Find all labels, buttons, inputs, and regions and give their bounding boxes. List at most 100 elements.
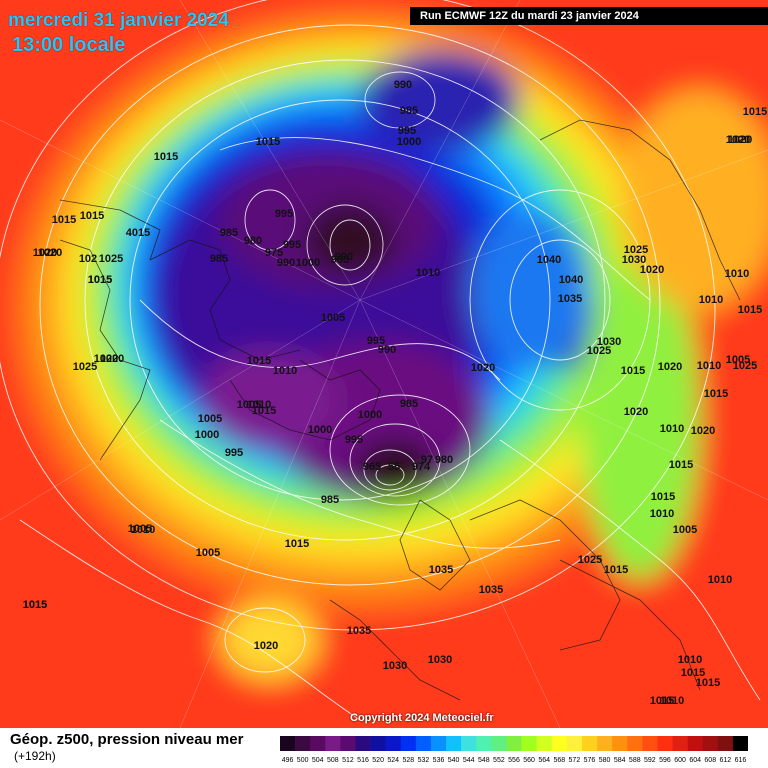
pressure-label: 985 xyxy=(210,253,228,265)
graticule xyxy=(0,0,768,728)
legend-subtitle: (+192h) xyxy=(14,749,56,763)
scale-swatch xyxy=(702,736,719,751)
pressure-label: 1015 xyxy=(252,405,276,417)
scale-tick-label: 556 xyxy=(508,757,520,764)
scale-swatch xyxy=(612,736,628,751)
pressure-label: 1000 xyxy=(296,257,320,269)
scale-tick-label: 516 xyxy=(357,757,369,764)
scale-tick-label: 564 xyxy=(538,757,550,764)
scale-tick-label: 528 xyxy=(402,757,414,764)
scale-tick-label: 572 xyxy=(569,757,581,764)
scale-tick-label: 508 xyxy=(327,757,339,764)
pressure-label: 1015 xyxy=(80,210,104,222)
pressure-label: 1030 xyxy=(597,336,621,348)
scale-swatch xyxy=(627,736,643,751)
pressure-label: 1025 xyxy=(99,253,123,265)
pressure-label: 985 xyxy=(321,494,339,506)
scale-swatch xyxy=(536,736,553,751)
pressure-label: 1020 xyxy=(100,353,124,365)
pressure-label: 1040 xyxy=(559,274,583,286)
pressure-label: 1025 xyxy=(733,360,757,372)
scale-swatch xyxy=(657,736,673,751)
scale-swatch xyxy=(385,736,402,751)
pressure-label: 1020 xyxy=(94,353,118,365)
pressure-label: 1010 xyxy=(247,399,271,411)
scale-tick-label: 612 xyxy=(720,757,732,764)
pressure-label: 1005 xyxy=(673,524,697,536)
pressure-label: 1015 xyxy=(743,106,767,118)
scale-tick-label: 588 xyxy=(629,757,641,764)
scale-tick-label: 604 xyxy=(689,757,701,764)
scale-tick-label: 524 xyxy=(387,757,399,764)
scale-tick-label: 504 xyxy=(312,757,324,764)
scale-swatch xyxy=(597,736,613,751)
scale-tick-label: 568 xyxy=(553,757,565,764)
pressure-label: 1025 xyxy=(578,554,602,566)
scale-swatch xyxy=(687,736,704,751)
pressure-label: 102 xyxy=(79,253,97,265)
pressure-label: 1015 xyxy=(669,459,693,471)
pressure-label: 1020 xyxy=(624,406,648,418)
pressure-label: 985 xyxy=(331,254,349,266)
pressure-label: 1015 xyxy=(738,304,762,316)
scale-tick-label: 584 xyxy=(614,757,626,764)
pressure-label: 1015 xyxy=(256,136,280,148)
pressure-label: 990 xyxy=(378,344,396,356)
pressure-label: 1010 xyxy=(650,508,674,520)
pressure-label: 1020 xyxy=(640,264,664,276)
pressure-label: 995 xyxy=(225,447,243,459)
pressure-label: 1035 xyxy=(429,564,453,576)
scale-swatch xyxy=(340,736,356,751)
pressure-label: 980 xyxy=(435,454,453,466)
pressure-label: 995 xyxy=(367,335,385,347)
scale-tick-label: 608 xyxy=(704,757,716,764)
pressure-label: 990 xyxy=(277,257,295,269)
pressure-label: 1000 xyxy=(397,136,421,148)
scale-swatch xyxy=(551,736,568,751)
pressure-label: 1000 xyxy=(358,409,382,421)
pressure-label: 1005 xyxy=(196,547,220,559)
scale-swatch xyxy=(310,736,326,751)
copyright-notice: Copyright 2024 Meteociel.fr xyxy=(350,712,494,724)
pressure-label: 1010 xyxy=(699,294,723,306)
pressure-label: 1005 xyxy=(726,354,750,366)
scale-swatch xyxy=(581,736,598,751)
pressure-label: 1025 xyxy=(73,361,97,373)
forecast-time: 13:00 locale xyxy=(12,34,126,56)
pressure-label: 980 xyxy=(244,235,262,247)
pressure-label: 990 xyxy=(394,79,412,91)
pressure-label: 1010 xyxy=(660,423,684,435)
pressure-label: 1010 xyxy=(660,695,684,707)
pressure-label: 1015 xyxy=(621,365,645,377)
pressure-label: 97 xyxy=(421,454,433,466)
scale-tick-label: 496 xyxy=(282,757,294,764)
pressure-label: 1000 xyxy=(195,429,219,441)
scale-tick-label: 552 xyxy=(493,757,505,764)
scale-swatch xyxy=(355,736,371,751)
pressure-label: 995 xyxy=(398,125,416,137)
pressure-label: 1015 xyxy=(88,274,112,286)
pressure-label: 1015 xyxy=(247,355,271,367)
scale-tick-label: 580 xyxy=(599,757,611,764)
scale-swatch xyxy=(566,736,583,751)
pressure-label: 985 xyxy=(220,227,238,239)
pressure-label: 985 xyxy=(400,398,418,410)
pressure-label: 1020 xyxy=(691,425,715,437)
scale-tick-label: 576 xyxy=(584,757,596,764)
scale-swatch xyxy=(295,736,311,751)
pressure-label: 1015 xyxy=(285,538,309,550)
pressure-label: 1005 xyxy=(198,413,222,425)
scale-swatch xyxy=(717,736,734,751)
pressure-label: 1025 xyxy=(587,345,611,357)
scale-tick-label: 560 xyxy=(523,757,535,764)
scale-tick-label: 548 xyxy=(478,757,490,764)
scale-swatch xyxy=(280,736,296,751)
pressure-label: 4015 xyxy=(126,227,150,239)
scale-tick-label: 500 xyxy=(297,757,309,764)
pressure-label: 1005 xyxy=(128,523,152,535)
isobar-lines xyxy=(0,0,760,720)
pressure-label: 1010 xyxy=(416,267,440,279)
scale-swatch xyxy=(325,736,341,751)
scale-swatch xyxy=(400,736,417,751)
